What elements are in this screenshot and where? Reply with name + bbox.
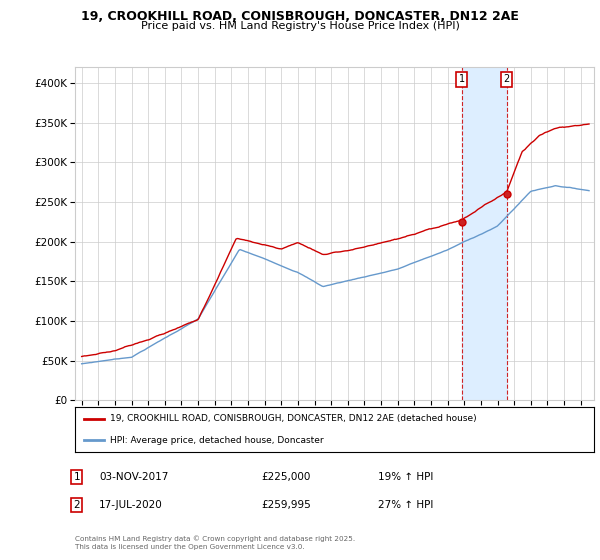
Text: £225,000: £225,000: [261, 472, 310, 482]
Text: 1: 1: [458, 74, 464, 84]
Text: Contains HM Land Registry data © Crown copyright and database right 2025.: Contains HM Land Registry data © Crown c…: [75, 535, 355, 542]
Bar: [461, 67, 506, 400]
Text: 2: 2: [73, 500, 80, 510]
Text: 1: 1: [73, 472, 80, 482]
Text: 27% ↑ HPI: 27% ↑ HPI: [378, 500, 433, 510]
Text: HPI: Average price, detached house, Doncaster: HPI: Average price, detached house, Donc…: [110, 436, 324, 445]
Text: 2: 2: [503, 74, 509, 84]
Text: 19, CROOKHILL ROAD, CONISBROUGH, DONCASTER, DN12 2AE (detached house): 19, CROOKHILL ROAD, CONISBROUGH, DONCAST…: [110, 414, 477, 423]
Text: Price paid vs. HM Land Registry's House Price Index (HPI): Price paid vs. HM Land Registry's House …: [140, 21, 460, 31]
Text: 19, CROOKHILL ROAD, CONISBROUGH, DONCASTER, DN12 2AE: 19, CROOKHILL ROAD, CONISBROUGH, DONCAST…: [81, 10, 519, 23]
Text: 19% ↑ HPI: 19% ↑ HPI: [378, 472, 433, 482]
Text: 17-JUL-2020: 17-JUL-2020: [99, 500, 163, 510]
Text: 03-NOV-2017: 03-NOV-2017: [99, 472, 169, 482]
Text: This data is licensed under the Open Government Licence v3.0.: This data is licensed under the Open Gov…: [75, 544, 305, 550]
Text: £259,995: £259,995: [261, 500, 311, 510]
